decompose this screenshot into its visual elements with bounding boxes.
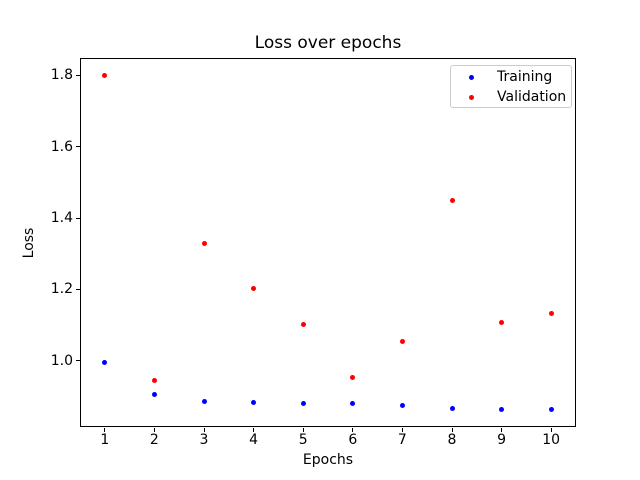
y-tick-mark bbox=[76, 146, 80, 148]
training-marker-icon bbox=[469, 74, 474, 80]
chart-title: Loss over epochs bbox=[254, 33, 402, 53]
data-point-training bbox=[350, 400, 356, 406]
y-tick-mark bbox=[76, 74, 80, 76]
y-tick-label: 1.8 bbox=[50, 67, 73, 84]
y-axis-label: Loss bbox=[21, 227, 37, 259]
x-tick-mark bbox=[550, 428, 552, 432]
data-point-validation bbox=[350, 375, 356, 381]
x-tick-mark bbox=[253, 428, 255, 432]
y-tick-label: 1.2 bbox=[50, 281, 73, 298]
x-tick-label: 6 bbox=[348, 432, 358, 448]
data-point-training bbox=[151, 392, 157, 398]
y-tick-mark bbox=[76, 217, 80, 219]
y-tick-mark bbox=[76, 288, 80, 290]
legend-item: Training bbox=[451, 67, 571, 87]
data-point-training bbox=[499, 406, 505, 412]
x-tick-mark bbox=[203, 428, 205, 432]
data-point-training bbox=[102, 360, 108, 366]
x-tick-label: 1 bbox=[100, 432, 110, 448]
x-tick-mark bbox=[104, 428, 106, 432]
data-point-validation bbox=[251, 285, 257, 291]
x-tick-mark bbox=[401, 428, 403, 432]
validation-marker-icon bbox=[469, 94, 474, 100]
plot-area bbox=[80, 58, 576, 427]
x-axis-label: Epochs bbox=[302, 452, 354, 468]
x-tick-label: 10 bbox=[542, 432, 561, 448]
data-point-training bbox=[449, 406, 455, 412]
data-point-training bbox=[251, 399, 257, 405]
data-point-training bbox=[548, 407, 554, 413]
data-point-validation bbox=[102, 72, 108, 78]
x-tick-label: 7 bbox=[397, 432, 407, 448]
data-point-training bbox=[201, 398, 207, 404]
legend: Training Validation bbox=[450, 65, 572, 108]
data-point-validation bbox=[201, 240, 207, 246]
y-tick-mark bbox=[76, 360, 80, 362]
y-tick-label: 1.4 bbox=[50, 210, 73, 227]
data-point-validation bbox=[548, 311, 554, 317]
data-point-validation bbox=[399, 339, 405, 345]
y-tick-label: 1.0 bbox=[50, 352, 73, 369]
y-tick-label: 1.6 bbox=[50, 138, 73, 155]
data-point-validation bbox=[449, 198, 455, 204]
data-point-training bbox=[300, 400, 306, 406]
data-point-training bbox=[399, 403, 405, 409]
x-tick-mark bbox=[501, 428, 503, 432]
x-tick-mark bbox=[153, 428, 155, 432]
x-tick-mark bbox=[451, 428, 453, 432]
x-tick-label: 8 bbox=[447, 432, 457, 448]
legend-label: Validation bbox=[497, 89, 567, 105]
data-point-validation bbox=[151, 378, 157, 384]
legend-label: Training bbox=[497, 69, 553, 85]
x-tick-label: 4 bbox=[249, 432, 259, 448]
x-tick-label: 3 bbox=[199, 432, 209, 448]
x-tick-label: 2 bbox=[149, 432, 159, 448]
data-point-validation bbox=[499, 320, 505, 326]
x-tick-mark bbox=[302, 428, 304, 432]
x-tick-label: 5 bbox=[298, 432, 308, 448]
data-point-validation bbox=[300, 321, 306, 327]
x-tick-mark bbox=[352, 428, 354, 432]
legend-item: Validation bbox=[451, 87, 571, 107]
x-tick-label: 9 bbox=[497, 432, 507, 448]
